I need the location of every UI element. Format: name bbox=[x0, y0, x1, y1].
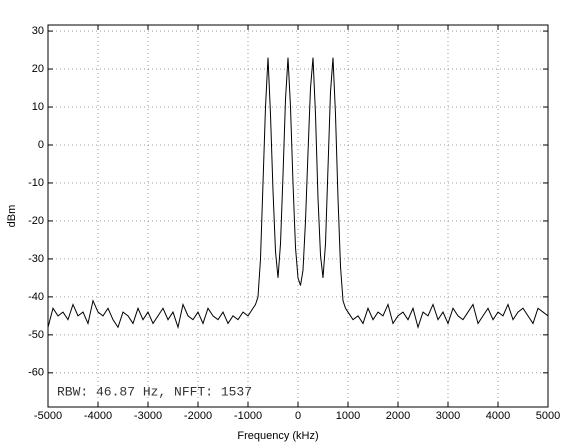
y-tick-label: -50 bbox=[28, 329, 44, 341]
x-tick-label: 3000 bbox=[436, 410, 460, 422]
y-tick-label: 0 bbox=[38, 139, 44, 151]
y-tick-label: -10 bbox=[28, 177, 44, 189]
x-tick-label: 4000 bbox=[486, 410, 510, 422]
y-axis-label: dBm bbox=[6, 205, 18, 228]
x-tick-label: -5000 bbox=[34, 410, 62, 422]
x-tick-label: -3000 bbox=[134, 410, 162, 422]
y-tick-label: -60 bbox=[28, 367, 44, 379]
x-tick-label: 0 bbox=[295, 410, 301, 422]
y-tick-label: -30 bbox=[28, 253, 44, 265]
y-tick-label: 10 bbox=[32, 101, 44, 113]
spectrum-line bbox=[47, 57, 549, 330]
annotation: RBW: 46.87 Hz, NFFT: 1537 bbox=[57, 384, 252, 399]
plot-frame bbox=[47, 24, 549, 408]
y-tick-label: 20 bbox=[32, 63, 44, 75]
x-tick-label: 1000 bbox=[336, 410, 360, 422]
x-tick-label: 2000 bbox=[386, 410, 410, 422]
x-tick-label: -4000 bbox=[84, 410, 112, 422]
x-axis-label: Frequency (kHz) bbox=[237, 430, 318, 442]
x-tick-label: -1000 bbox=[234, 410, 262, 422]
x-tick-label: 5000 bbox=[536, 410, 560, 422]
y-tick-label: 30 bbox=[32, 25, 44, 37]
y-tick-label: -20 bbox=[28, 215, 44, 227]
x-tick-label: -2000 bbox=[184, 410, 212, 422]
y-tick-label: -40 bbox=[28, 291, 44, 303]
